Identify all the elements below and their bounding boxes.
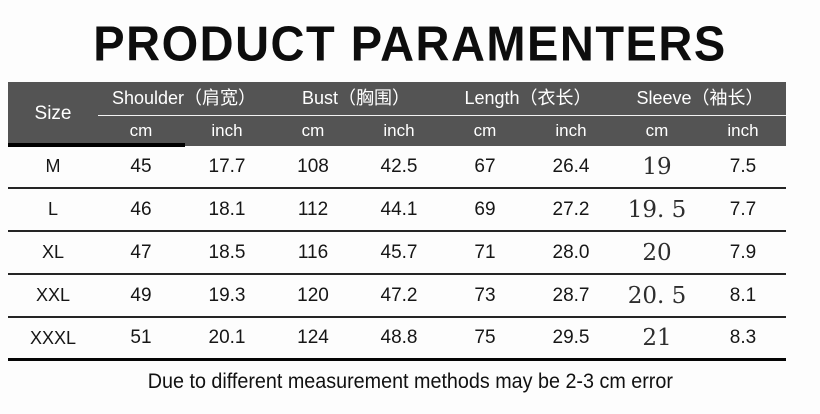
length-cm-value: 75 xyxy=(474,327,496,348)
bust-cm-value: 124 xyxy=(297,327,329,348)
bust-inch-value: 45.7 xyxy=(380,241,418,263)
unit-header-shoulder-cm: cm xyxy=(129,121,153,140)
size-label: XXL xyxy=(35,285,71,305)
table-header: Size Shoulder（肩宽） Bust（胸围） Length（衣长） Sl… xyxy=(8,82,786,146)
bust-inch-value: 47.2 xyxy=(380,284,418,306)
sleeve-inch-value: 7.5 xyxy=(729,155,757,177)
size-label: M xyxy=(45,156,61,176)
bust-inch-value: 48.8 xyxy=(380,327,418,348)
page-title: PRODUCT PARAMENTERS xyxy=(93,15,727,71)
sleeve-cm-value: 19 xyxy=(642,153,672,180)
size-chart-table: Size Shoulder（肩宽） Bust（胸围） Length（衣长） Sl… xyxy=(8,82,786,361)
size-label: L xyxy=(47,199,58,219)
sleeve-cm-value: 20 xyxy=(642,239,672,266)
page-title-bar: PRODUCT PARAMENTERS xyxy=(0,0,820,82)
shoulder-cm-value: 49 xyxy=(130,284,152,306)
shoulder-cm-value: 45 xyxy=(130,155,152,177)
bust-cm-value: 120 xyxy=(297,284,329,306)
shoulder-inch-value: 17.7 xyxy=(208,155,246,177)
column-header-sleeve: Sleeve（袖长） xyxy=(614,82,786,116)
column-header-size: Size xyxy=(34,103,72,124)
unit-header-sleeve-inch: inch xyxy=(727,121,759,140)
sleeve-inch-value: 8.3 xyxy=(729,327,757,348)
length-inch-value: 28.7 xyxy=(552,284,590,306)
unit-header-length-cm: cm xyxy=(473,121,497,140)
table-row-xxxl: XXXL 51 20.1 124 48.8 75 29.5 21 8.3 xyxy=(8,318,786,361)
bust-cm-value: 108 xyxy=(297,155,329,177)
table-row-m: M 45 17.7 108 42.5 67 26.4 19 7.5 xyxy=(8,146,786,189)
sleeve-cm-value: 21 xyxy=(642,325,672,351)
sleeve-inch-value: 7.7 xyxy=(729,198,757,220)
length-cm-value: 71 xyxy=(474,241,496,263)
column-header-length: Length（衣长） xyxy=(442,82,614,116)
size-label: XL xyxy=(41,242,65,262)
shoulder-cm-value: 47 xyxy=(130,241,152,263)
length-inch-value: 29.5 xyxy=(552,327,590,348)
length-inch-value: 27.2 xyxy=(552,198,590,220)
header-underline-rule xyxy=(8,143,185,147)
shoulder-inch-value: 18.5 xyxy=(208,241,246,263)
size-label: XXXL xyxy=(29,327,77,348)
bust-cm-value: 112 xyxy=(297,198,329,220)
shoulder-inch-value: 20.1 xyxy=(208,327,246,348)
bust-inch-value: 44.1 xyxy=(380,198,418,220)
shoulder-inch-value: 18.1 xyxy=(208,198,246,220)
table-row-xl: XL 47 18.5 116 45.7 71 28.0 20 7.9 xyxy=(8,232,786,275)
measurement-disclaimer: Due to different measurement methods may… xyxy=(0,370,820,394)
sleeve-cm-value: 19. 5 xyxy=(627,196,687,223)
table-row-xxl: XXL 49 19.3 120 47.2 73 28.7 20. 5 8.1 xyxy=(8,275,786,318)
unit-header-shoulder-inch: inch xyxy=(211,121,243,140)
sleeve-inch-value: 8.1 xyxy=(729,284,757,306)
length-inch-value: 26.4 xyxy=(552,155,590,177)
length-cm-value: 67 xyxy=(474,155,496,177)
bust-cm-value: 116 xyxy=(297,241,329,263)
unit-header-bust-cm: cm xyxy=(301,121,325,140)
unit-header-bust-inch: inch xyxy=(383,121,415,140)
shoulder-cm-value: 46 xyxy=(130,198,152,220)
unit-header-sleeve-cm: cm xyxy=(645,121,669,140)
unit-header-length-inch: inch xyxy=(555,121,587,140)
length-cm-value: 73 xyxy=(474,284,496,306)
sleeve-inch-value: 7.9 xyxy=(729,241,757,263)
bust-inch-value: 42.5 xyxy=(380,155,418,177)
column-header-shoulder: Shoulder（肩宽） xyxy=(98,82,270,116)
length-inch-value: 28.0 xyxy=(552,241,590,263)
table-row-l: L 46 18.1 112 44.1 69 27.2 19. 5 7.7 xyxy=(8,189,786,232)
shoulder-inch-value: 19.3 xyxy=(208,284,246,306)
column-header-bust: Bust（胸围） xyxy=(270,82,442,116)
length-cm-value: 69 xyxy=(474,198,496,220)
shoulder-cm-value: 51 xyxy=(130,327,152,348)
sleeve-cm-value: 20. 5 xyxy=(627,282,687,309)
measurement-disclaimer-text: Due to different measurement methods may… xyxy=(147,370,673,393)
